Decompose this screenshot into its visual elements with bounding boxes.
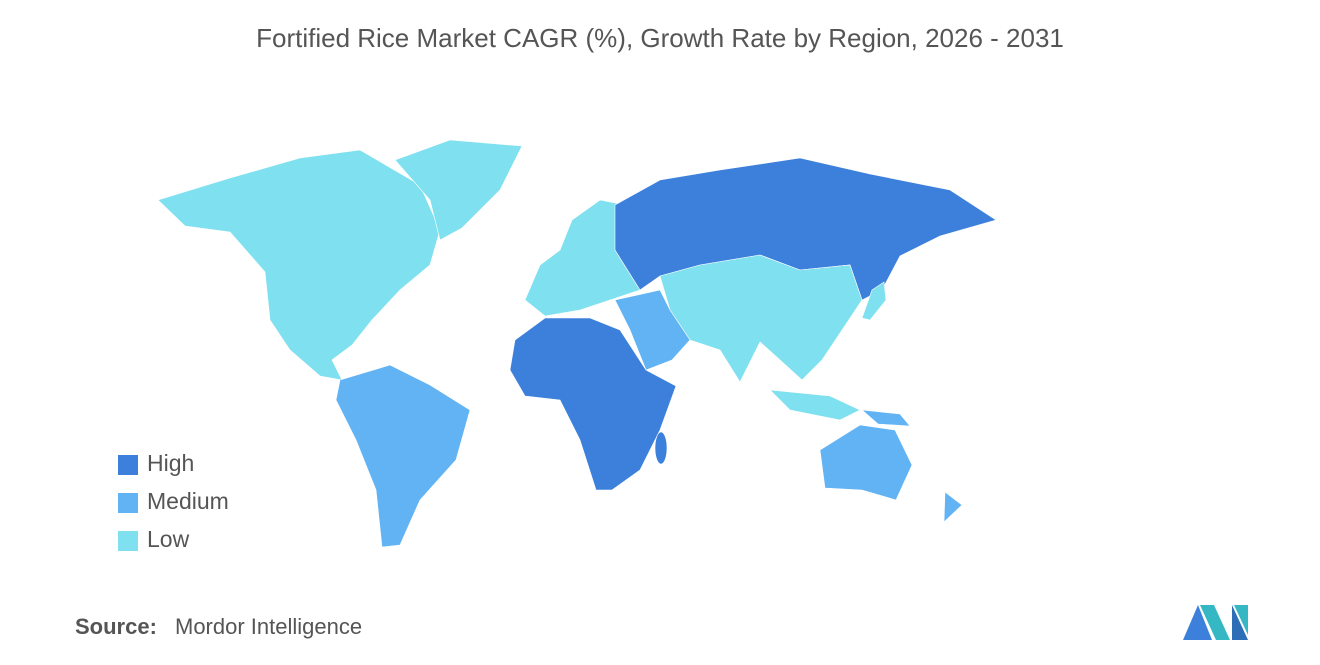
legend: High Medium Low <box>118 450 229 552</box>
legend-swatch <box>118 493 138 513</box>
legend-label: Low <box>147 526 190 552</box>
japan <box>861 281 887 321</box>
asia <box>659 254 863 383</box>
source-text: Mordor Intelligence <box>175 614 362 639</box>
world-map <box>157 139 997 548</box>
legend-label: Medium <box>147 488 229 514</box>
madagascar <box>654 431 668 465</box>
new-guinea <box>861 409 911 427</box>
north-america <box>157 149 441 381</box>
southeast-asia-islands <box>769 389 861 421</box>
new-zealand <box>943 491 963 523</box>
legend-swatch <box>118 531 138 551</box>
legend-label: High <box>147 450 194 476</box>
africa <box>509 317 677 491</box>
logo <box>1183 605 1248 640</box>
greenland <box>394 139 523 241</box>
middle-east <box>614 289 691 371</box>
map-title: Fortified Rice Market CAGR (%), Growth R… <box>256 23 1064 53</box>
australia <box>819 424 913 501</box>
legend-swatch <box>118 455 138 475</box>
source-label: Source: <box>75 614 157 639</box>
south-america <box>335 364 471 548</box>
